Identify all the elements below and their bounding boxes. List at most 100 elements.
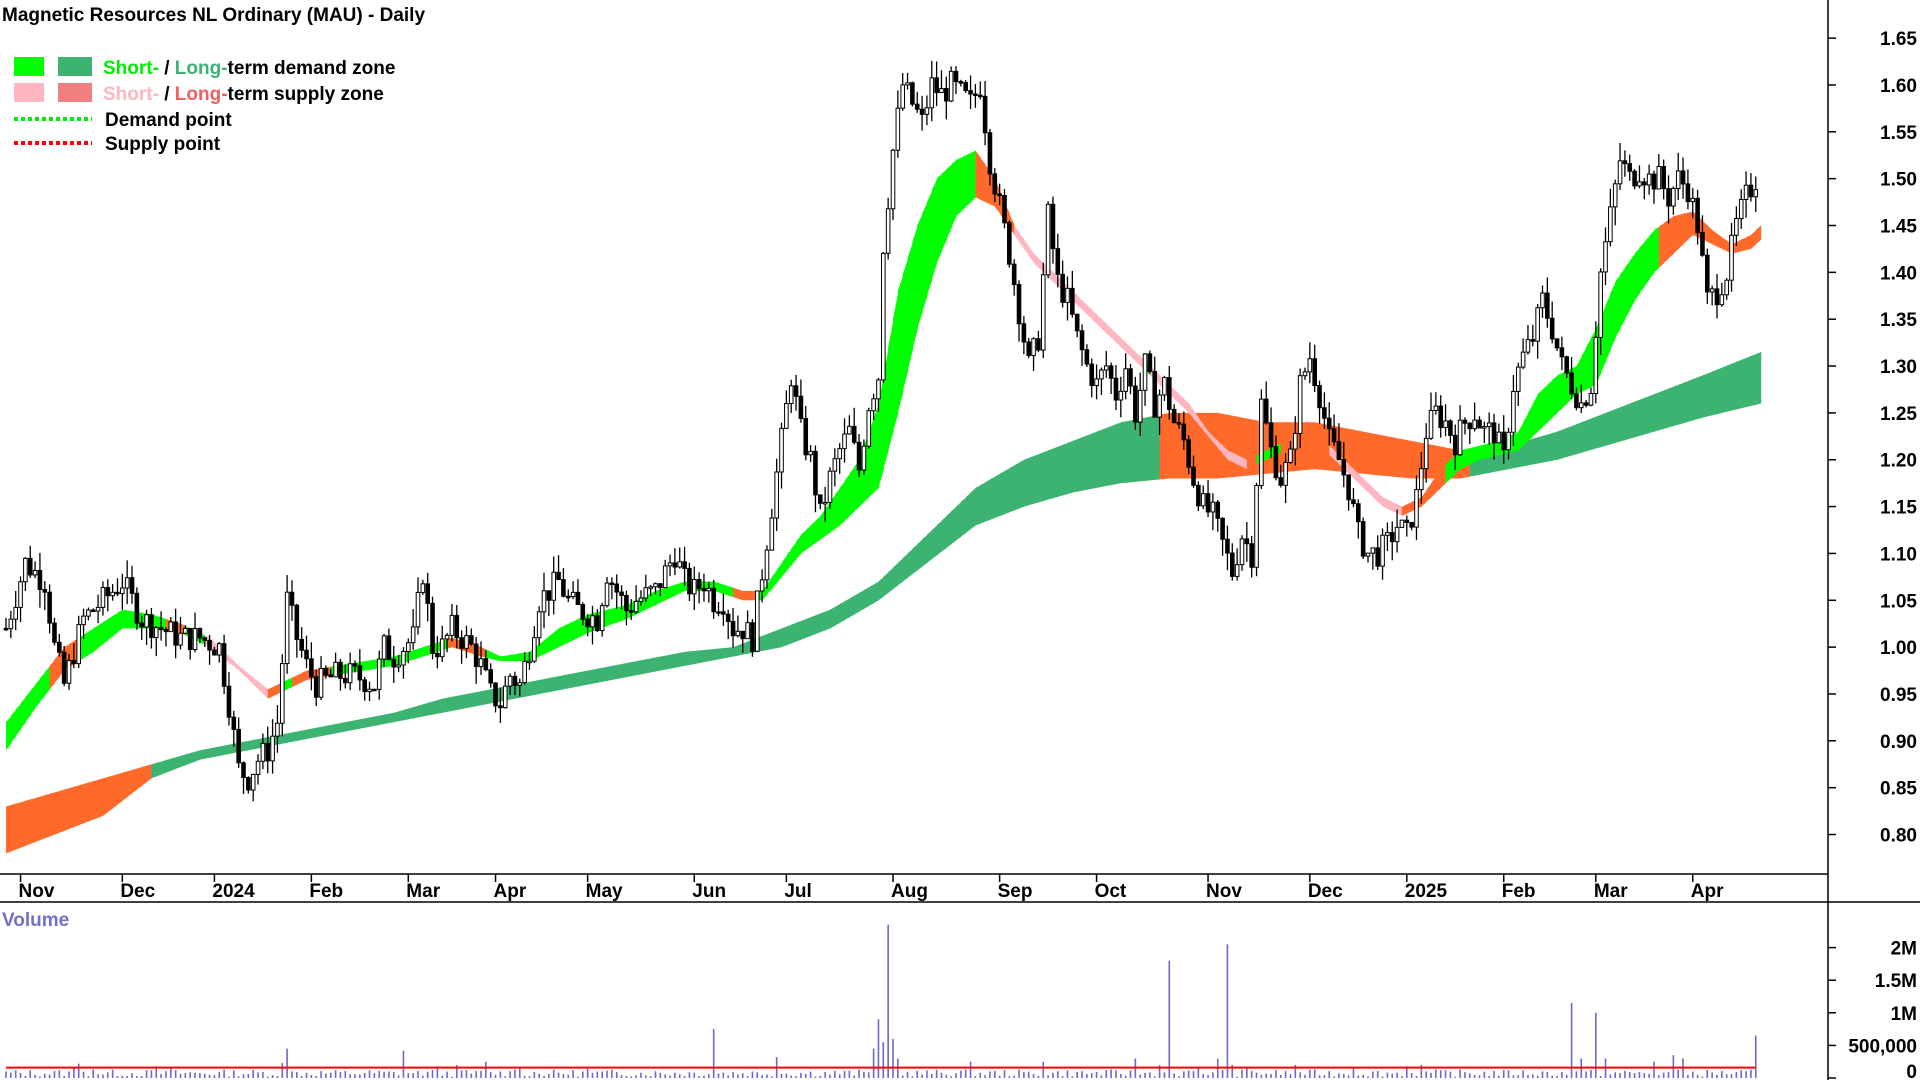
short-band-segment xyxy=(1624,260,1631,320)
long-band-segment xyxy=(156,761,162,777)
candle-body xyxy=(1608,206,1613,243)
short-band-segment xyxy=(1629,253,1636,310)
candle-body xyxy=(1278,477,1284,486)
candle-body xyxy=(822,501,828,505)
candle-body xyxy=(347,663,353,684)
candle-body xyxy=(406,642,411,652)
long-band-segment xyxy=(330,723,337,735)
candle-body xyxy=(444,634,450,640)
long-band-segment xyxy=(369,716,375,727)
time-tick-label: Nov xyxy=(1206,881,1242,902)
long-band-segment xyxy=(1392,437,1398,478)
long-band-segment xyxy=(1363,431,1369,475)
candle-body xyxy=(42,589,48,593)
price-tick-label: 0.80 xyxy=(1880,826,1917,847)
legend-demand-long: Long- xyxy=(175,58,228,79)
long-band-segment xyxy=(1174,412,1180,479)
long-band-segment xyxy=(1203,412,1209,479)
long-band-segment xyxy=(631,661,637,677)
candle-body xyxy=(754,590,760,652)
time-tick-label: Nov xyxy=(19,881,55,902)
candle-body xyxy=(599,605,605,632)
long-band-segment xyxy=(558,675,565,691)
long-band-segment xyxy=(854,592,860,615)
candle-body xyxy=(1477,419,1482,429)
short-band-segment xyxy=(665,586,671,601)
candle-body xyxy=(1293,432,1298,450)
candle-body xyxy=(376,658,382,690)
short-band-segment xyxy=(922,202,928,313)
candle-body xyxy=(1317,385,1322,409)
long-band-segment xyxy=(514,683,521,699)
candle-body xyxy=(1331,428,1337,443)
long-band-segment xyxy=(248,739,254,751)
long-band-segment xyxy=(175,755,182,769)
short-band-segment xyxy=(369,659,375,670)
candle-body xyxy=(1191,466,1196,486)
candle-body xyxy=(1540,292,1545,309)
long-band-segment xyxy=(553,676,560,692)
long-band-segment xyxy=(519,682,526,698)
long-band-segment xyxy=(529,680,535,696)
short-band-segment xyxy=(1188,403,1195,419)
short-band-segment xyxy=(844,473,850,521)
long-band-segment xyxy=(306,728,312,739)
long-band-segment xyxy=(388,712,395,724)
candle-body xyxy=(876,379,881,400)
short-band-segment xyxy=(1644,236,1650,287)
short-band-segment xyxy=(1673,214,1679,254)
candle-body xyxy=(788,385,794,405)
candle-body xyxy=(1229,552,1235,577)
long-band-segment xyxy=(1673,384,1679,427)
candle-body xyxy=(52,622,57,643)
long-band-segment xyxy=(1620,405,1626,442)
candle-body xyxy=(1370,547,1376,554)
candle-body xyxy=(410,626,416,644)
long-term-band xyxy=(6,351,1762,854)
candle-body xyxy=(1152,370,1158,418)
short-band-segment xyxy=(107,615,114,641)
short-band-segment xyxy=(786,548,792,572)
candle-body xyxy=(1142,353,1148,391)
candle-body xyxy=(1389,532,1395,543)
short-band-segment xyxy=(447,637,453,649)
short-band-segment xyxy=(970,150,976,203)
candle-body xyxy=(386,635,392,661)
short-band-segment xyxy=(1203,424,1209,437)
long-band-segment xyxy=(335,723,342,734)
candle-body xyxy=(464,635,469,649)
long-band-segment xyxy=(873,581,880,604)
candle-body xyxy=(948,70,954,102)
price-tick-label: 1.35 xyxy=(1880,310,1917,331)
candle-body xyxy=(1554,338,1560,349)
long-band-segment xyxy=(800,619,807,640)
long-band-segment xyxy=(602,666,608,682)
short-band-segment xyxy=(15,703,22,737)
candle-body xyxy=(1288,448,1293,463)
short-band-segment xyxy=(35,678,41,709)
long-band-segment xyxy=(1038,452,1044,503)
short-band-segment xyxy=(296,672,303,685)
candle-body xyxy=(1486,422,1492,428)
long-band-segment xyxy=(985,479,991,522)
price-tick-label: 1.10 xyxy=(1880,544,1917,565)
short-band-segment xyxy=(413,648,419,660)
candle-body xyxy=(1176,422,1182,425)
candle-body xyxy=(1588,392,1594,406)
short-band-segment xyxy=(1014,225,1020,242)
short-band-segment xyxy=(1198,417,1204,431)
candle-body xyxy=(1026,341,1032,357)
candle-body xyxy=(1249,543,1254,568)
short-band-segment xyxy=(834,487,841,529)
short-band-segment xyxy=(1266,448,1272,460)
long-band-segment xyxy=(1581,420,1587,453)
short-band-segment xyxy=(1755,225,1762,245)
short-band-segment xyxy=(1707,225,1713,245)
time-tick-label: Dec xyxy=(120,881,155,902)
candle-body xyxy=(624,594,629,612)
long-band-segment xyxy=(122,771,128,801)
long-band-segment xyxy=(849,595,855,618)
short-band-segment xyxy=(1552,375,1558,418)
long-band-segment xyxy=(374,715,380,726)
time-tick-label: Sep xyxy=(998,881,1033,902)
